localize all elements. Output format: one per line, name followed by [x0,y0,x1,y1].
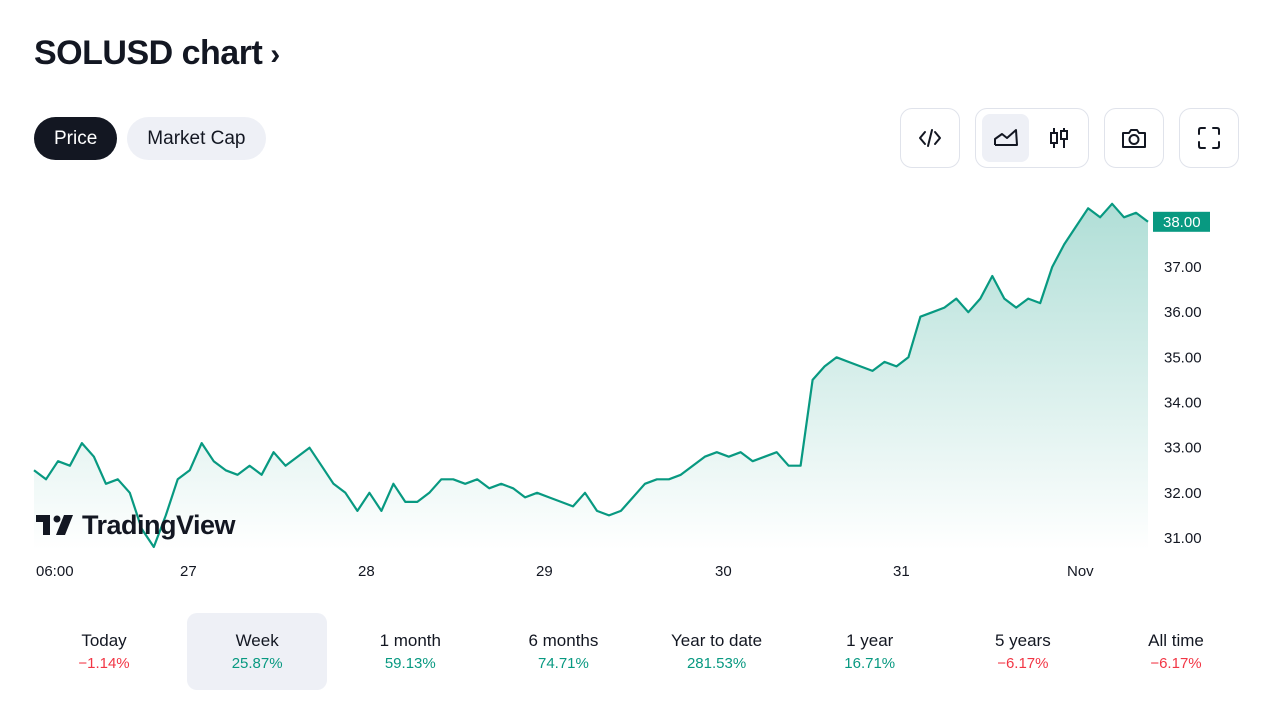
range-change: 281.53% [686,655,747,672]
last-price-badge [1153,211,1210,232]
range-label: 1 month [379,631,441,650]
title-text: SOLUSD chart [34,34,263,72]
area-chart-icon [993,129,1018,146]
range-label: All time [1148,631,1204,650]
range-1-month[interactable]: 1 month 59.13% [340,613,480,690]
snapshot-button[interactable] [1104,108,1164,168]
range-change: 25.87% [231,655,283,672]
range-change: −6.17% [997,655,1049,672]
range-week[interactable]: Week 25.87% [187,613,328,690]
price-area-fill [34,203,1148,551]
fullscreen-icon [1198,127,1220,149]
range-5-years[interactable]: 5 years −6.17% [953,613,1093,690]
y-tick-label: 33.00 [1164,440,1202,457]
range-selector: Today −1.14% Week 25.87% 1 month 59.13% … [34,613,1246,690]
y-tick-label: 36.00 [1164,304,1202,321]
range-6-months[interactable]: 6 months 74.71% [493,613,633,690]
x-tick-label: Nov [1067,563,1094,580]
range-1-year[interactable]: 1 year 16.71% [800,613,940,690]
chevron-right-icon: › [270,37,280,71]
area-chart-button[interactable] [982,114,1029,162]
x-tick-label: 29 [536,563,553,580]
chart-style-group [975,108,1089,168]
range-year-to-date[interactable]: Year to date 281.53% [647,613,787,690]
price-line [33,202,1149,549]
range-label: Week [235,631,279,650]
y-tick-label: 34.00 [1164,395,1202,412]
tradingview-watermark: TradingView [36,510,236,541]
code-icon [919,129,941,147]
range-today[interactable]: Today −1.14% [34,613,174,690]
range-label: 5 years [994,631,1051,650]
y-tick-label: 31.00 [1164,530,1202,547]
chart-type-tabs: Price Market Cap [34,117,266,160]
y-tick-label: 35.00 [1164,349,1202,366]
candlestick-icon [1049,128,1068,148]
range-change: 74.71% [537,655,589,672]
x-tick-label: 31 [893,563,910,580]
range-label: Today [81,631,127,650]
x-tick-label: 30 [715,563,732,580]
page-title[interactable]: SOLUSD chart › [34,34,280,73]
tab-market-cap[interactable]: Market Cap [127,117,266,160]
range-label: Year to date [671,631,763,650]
tradingview-logo-icon [36,514,73,535]
candlestick-button[interactable] [1035,114,1082,162]
range-change: 16.71% [844,655,896,672]
range-change: −1.14% [78,655,130,672]
price-chart[interactable]: 31.00 32.00 33.00 34.00 35.00 36.00 37.00 38.00… [0,185,1280,585]
tab-price[interactable]: Price [34,117,118,160]
watermark-text: TradingView [82,510,236,540]
x-tick-label: 27 [180,563,197,580]
range-label: 6 months [528,631,599,650]
x-tick-label: 06:00 [36,563,74,580]
y-tick-label: 37.00 [1164,259,1202,276]
embed-button[interactable] [900,108,960,168]
range-all-time[interactable]: All time −6.17% [1106,613,1246,690]
camera-icon [1122,129,1146,148]
range-change: −6.17% [1150,655,1202,672]
range-change: 59.13% [384,655,436,672]
y-tick-label: 32.00 [1164,485,1202,502]
fullscreen-button[interactable] [1179,108,1239,168]
range-label: 1 year [846,631,894,650]
x-tick-label: 28 [358,563,375,580]
last-price-label: 38.00 [1163,214,1201,231]
